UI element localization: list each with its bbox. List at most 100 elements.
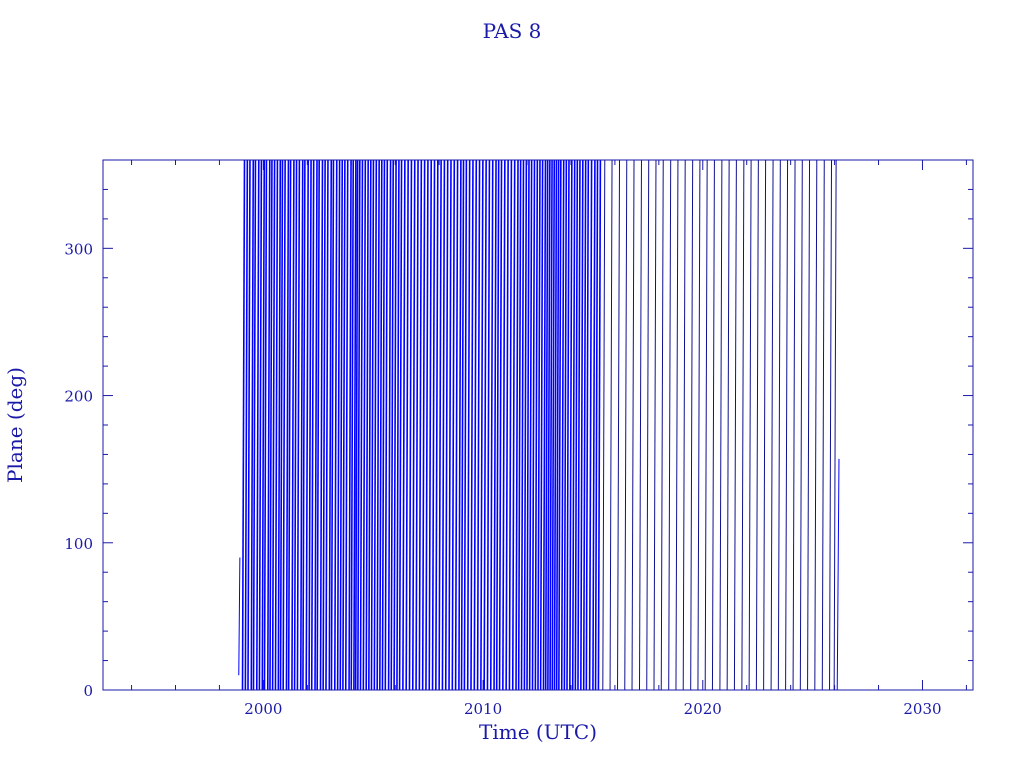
data-segment xyxy=(438,159,442,691)
data-segment xyxy=(588,159,593,691)
data-segment xyxy=(244,159,249,691)
data-layer xyxy=(238,159,840,691)
y-tick-label: 300 xyxy=(64,240,93,258)
data-segment xyxy=(526,159,530,691)
data-segment xyxy=(314,159,318,691)
data-segment xyxy=(282,159,286,691)
data-segment xyxy=(476,159,481,691)
data-segment xyxy=(333,159,338,691)
data-segment xyxy=(544,159,549,691)
data-segment xyxy=(574,159,579,691)
data-segment xyxy=(310,159,315,691)
data-segment xyxy=(792,159,796,691)
data-segment xyxy=(470,159,474,691)
data-segment xyxy=(339,159,344,691)
data-segment xyxy=(463,159,468,691)
data-segment xyxy=(365,159,369,691)
data-segment xyxy=(549,159,553,691)
data-segment xyxy=(597,159,602,691)
x-tick-label: 2030 xyxy=(903,700,941,718)
data-segment xyxy=(602,159,606,691)
data-segment xyxy=(675,159,679,691)
data-segment xyxy=(258,159,263,691)
data-segment xyxy=(279,159,284,691)
data-segment xyxy=(741,159,745,691)
data-segment xyxy=(569,159,573,691)
data-segment xyxy=(379,159,383,691)
data-segment xyxy=(594,159,599,691)
data-segment xyxy=(553,159,558,691)
data-segment xyxy=(466,159,471,691)
data-segment xyxy=(502,159,506,691)
data-segment xyxy=(319,159,324,691)
data-segment xyxy=(523,159,528,691)
data-segment xyxy=(814,159,818,691)
x-tick-label: 2000 xyxy=(244,700,282,718)
data-segment xyxy=(539,159,544,691)
data-segment xyxy=(566,159,570,691)
data-segment xyxy=(354,159,359,691)
data-segment xyxy=(299,159,304,691)
data-segment xyxy=(473,159,478,691)
data-segment xyxy=(255,159,260,691)
data-segment xyxy=(551,159,556,691)
data-segment xyxy=(495,159,500,691)
data-segment xyxy=(291,159,295,691)
data-segment xyxy=(829,159,833,691)
data-segment xyxy=(250,159,255,691)
data-segment xyxy=(448,159,452,691)
data-segment xyxy=(325,159,329,691)
data-segment xyxy=(534,159,539,691)
data-segment xyxy=(690,159,694,691)
data-segment xyxy=(646,159,650,691)
data-segment xyxy=(418,159,423,691)
data-segment xyxy=(302,159,306,691)
data-segment xyxy=(807,159,811,691)
data-segment xyxy=(247,159,251,691)
data-segment xyxy=(582,159,587,691)
data-segment xyxy=(362,159,367,691)
data-segment xyxy=(577,159,581,691)
data-segment xyxy=(785,159,789,691)
data-segment xyxy=(357,159,361,691)
data-segment xyxy=(571,159,576,691)
data-segment xyxy=(592,159,596,691)
data-segment xyxy=(263,159,268,691)
data-segment xyxy=(617,159,621,691)
data-segment xyxy=(653,159,657,691)
data-segment xyxy=(668,159,672,691)
data-segment xyxy=(266,159,271,691)
data-segment xyxy=(682,159,686,691)
data-segment xyxy=(585,159,590,691)
data-segment xyxy=(537,159,541,691)
data-segment xyxy=(697,159,701,691)
data-segment xyxy=(531,159,536,691)
data-segment xyxy=(384,159,389,691)
data-segment xyxy=(241,159,246,691)
data-segment xyxy=(498,159,503,691)
data-segment xyxy=(763,159,767,691)
data-segment xyxy=(408,159,413,691)
data-segment xyxy=(560,159,565,691)
x-tick-label: 2010 xyxy=(464,700,502,718)
data-segment xyxy=(330,159,335,691)
y-tick-label: 100 xyxy=(64,535,93,553)
data-segment xyxy=(639,159,642,691)
data-segment xyxy=(308,159,312,691)
data-segment xyxy=(428,159,433,691)
data-segment xyxy=(493,159,497,691)
data-segment xyxy=(359,159,364,691)
data-segment xyxy=(558,159,562,691)
data-segment xyxy=(393,159,397,691)
data-segment xyxy=(415,159,419,691)
data-segment xyxy=(511,159,516,691)
data-segment xyxy=(402,159,406,691)
data-segment xyxy=(505,159,509,691)
data-segment xyxy=(336,159,341,691)
axes: 2000 2010 2020 2030 0 100 200 300 xyxy=(64,159,974,718)
data-segment xyxy=(238,557,241,676)
data-segment xyxy=(515,159,519,691)
data-segment xyxy=(821,159,825,691)
data-segment xyxy=(316,159,320,691)
